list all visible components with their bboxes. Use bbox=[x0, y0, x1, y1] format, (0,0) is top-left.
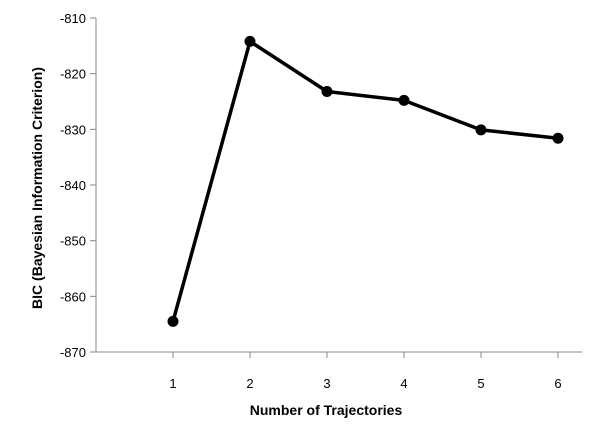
x-tick-label: 2 bbox=[246, 376, 253, 391]
x-tick-label: 6 bbox=[554, 376, 561, 391]
y-tick-label: -870 bbox=[60, 345, 86, 360]
y-tick-label: -830 bbox=[60, 122, 86, 137]
y-tick-label: -840 bbox=[60, 178, 86, 193]
x-tick-label: 3 bbox=[323, 376, 330, 391]
data-point bbox=[475, 124, 487, 136]
series-line-group bbox=[167, 35, 564, 327]
data-point bbox=[321, 85, 333, 97]
y-axis-title: BIC (Bayesian Information Criterion) bbox=[29, 67, 45, 309]
data-point bbox=[167, 315, 179, 327]
x-axis-title: Number of Trajectories bbox=[250, 402, 403, 418]
x-tick-label: 5 bbox=[477, 376, 484, 391]
y-tick-label: -860 bbox=[60, 289, 86, 304]
x-tick-label: 4 bbox=[400, 376, 407, 391]
y-tick-label: -850 bbox=[60, 234, 86, 249]
x-tick-label: 1 bbox=[169, 376, 176, 391]
x-ticks: 1 2 3 4 5 6 bbox=[169, 352, 562, 391]
y-tick-label: -820 bbox=[60, 67, 86, 82]
series-line bbox=[171, 39, 559, 322]
data-point bbox=[244, 35, 256, 47]
y-ticks: -810 -820 -830 -840 -850 -860 -870 bbox=[60, 11, 96, 360]
data-point bbox=[552, 132, 564, 144]
y-tick-label: -810 bbox=[60, 11, 86, 26]
data-point bbox=[398, 94, 410, 106]
